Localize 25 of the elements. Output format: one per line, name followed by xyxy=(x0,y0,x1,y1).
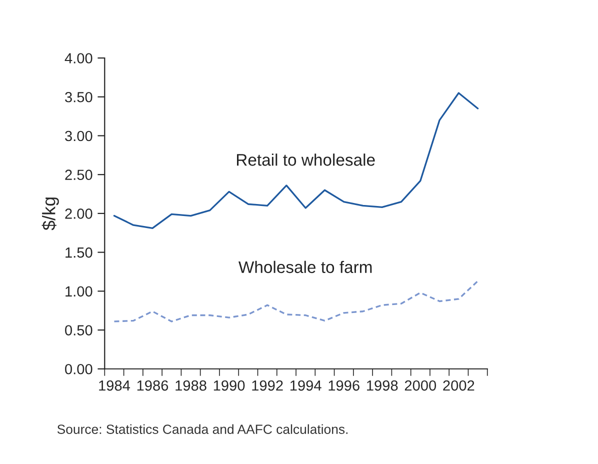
y-tick-label: 0.50 xyxy=(65,325,92,336)
x-tick-label: 1990 xyxy=(214,380,245,391)
y-tick-label: 0.00 xyxy=(65,364,92,374)
x-tick-label: 1984 xyxy=(99,380,130,391)
y-tick-label: 2.00 xyxy=(65,208,92,219)
y-tick-label: 2.50 xyxy=(65,170,92,180)
line-series xyxy=(113,92,479,230)
y-tick-label: 1.50 xyxy=(66,247,92,258)
y-tick-label: 3.00 xyxy=(65,130,92,142)
x-tick-label: 1992 xyxy=(252,380,283,391)
y-tick-label: 3.50 xyxy=(65,92,92,102)
x-tick-label: 2000 xyxy=(404,380,436,391)
x-tick-label: 2002 xyxy=(443,380,474,391)
x-tick-label: 1994 xyxy=(290,380,322,391)
y-tick-label: 4.00 xyxy=(64,53,92,64)
x-tick-label: 1988 xyxy=(176,380,206,391)
y-axis-title: $/kg xyxy=(42,198,59,230)
text: Wholesale to farm xyxy=(238,260,372,274)
x-tick-label: 1986 xyxy=(137,380,168,391)
x-tick-label: 1998 xyxy=(367,380,398,391)
y-tick-label: 1.00 xyxy=(66,286,92,297)
x-tick-label: 1996 xyxy=(328,380,360,391)
line-series xyxy=(113,280,479,322)
source-note: Source: Statistics Canada and AAFC calculations. xyxy=(57,424,348,434)
series-label: Retail to wholesale xyxy=(237,154,375,166)
